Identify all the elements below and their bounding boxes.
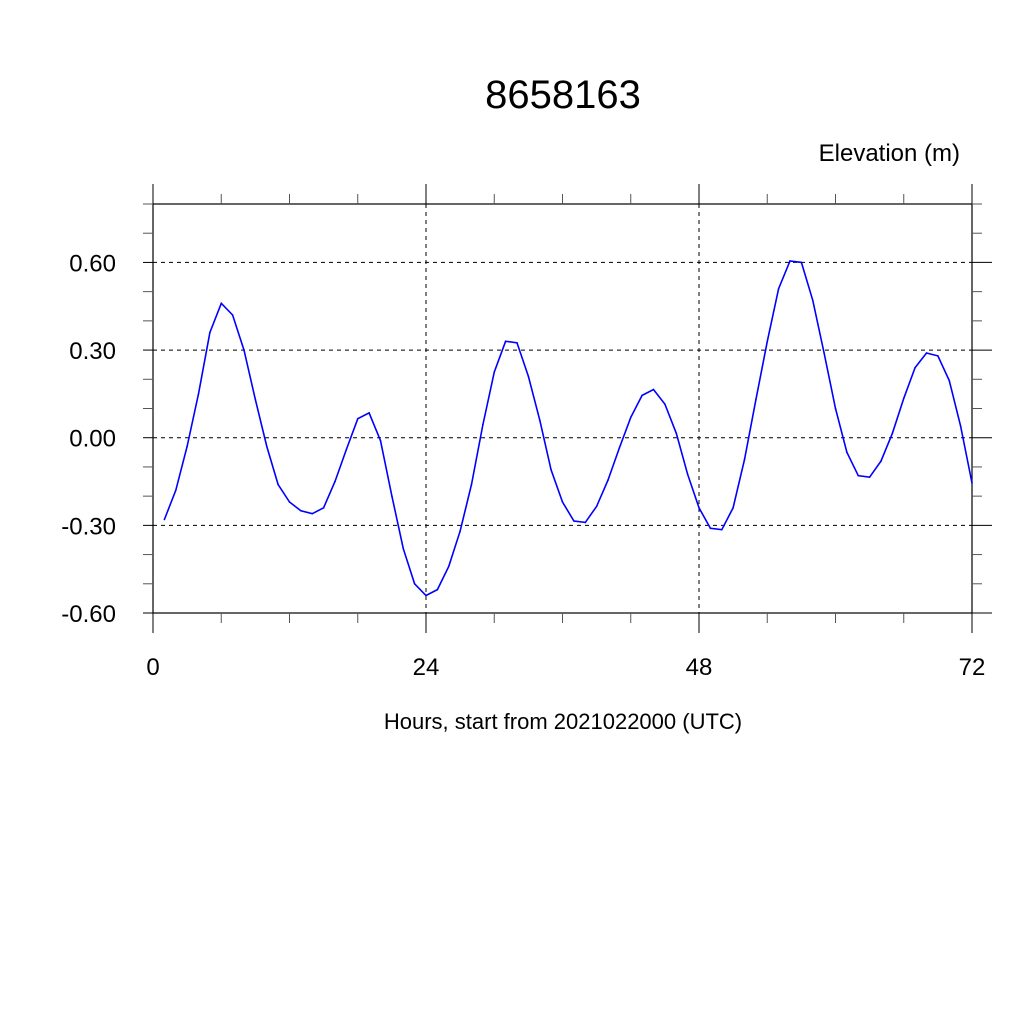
data-point <box>743 458 746 461</box>
data-point <box>595 505 598 508</box>
ticks <box>143 184 992 633</box>
data-point <box>550 469 552 471</box>
chart-title: 8658163 <box>485 73 641 117</box>
data-point <box>436 588 439 591</box>
data-point <box>880 460 882 462</box>
data-point <box>846 451 848 454</box>
data-point <box>379 439 382 442</box>
y-tick-label: 0.00 <box>69 426 116 453</box>
data-point <box>334 480 336 483</box>
data-point <box>265 445 268 448</box>
data-point <box>902 397 905 400</box>
data-point <box>584 521 587 524</box>
data-point <box>652 388 655 391</box>
data-point <box>698 507 700 509</box>
data-point <box>482 423 484 426</box>
chart-subtitle: Elevation (m) <box>819 140 960 167</box>
data-point <box>254 398 257 401</box>
y-tick-label: -0.30 <box>61 513 116 540</box>
data-point <box>857 474 860 477</box>
data-point <box>527 375 530 378</box>
y-tick-label: 0.30 <box>69 338 116 365</box>
data-point <box>311 512 314 515</box>
data-point <box>971 482 973 484</box>
x-tick-label: 72 <box>959 654 986 681</box>
data-point <box>493 371 496 373</box>
data-point <box>925 352 928 354</box>
data-point <box>277 483 279 486</box>
x-tick-label: 0 <box>146 654 159 681</box>
data-point <box>709 527 712 530</box>
data-point <box>300 509 302 512</box>
y-tick-label: 0.60 <box>69 250 116 277</box>
data-point <box>641 394 643 397</box>
data-point <box>470 483 473 486</box>
x-axis-label: Hours, start from 2021022000 (UTC) <box>384 709 742 734</box>
data-point <box>402 547 405 550</box>
tick-labels: 0 24 48 72 0.60 0.30 0.00 -0.30 -0.60 <box>61 250 985 681</box>
data-point <box>789 260 791 262</box>
data-point <box>425 594 427 597</box>
data-point <box>834 407 837 410</box>
data-point <box>959 425 962 427</box>
data-point <box>800 261 803 264</box>
data-point <box>391 495 393 497</box>
data-point <box>720 528 723 531</box>
data-point <box>561 501 564 503</box>
data-point <box>345 448 348 451</box>
data-point <box>243 349 245 351</box>
data-point <box>368 412 370 414</box>
data-point <box>322 507 325 509</box>
data-point <box>629 416 632 419</box>
data-point <box>504 340 507 343</box>
data-point <box>618 447 621 449</box>
data-point <box>174 489 177 492</box>
data-point <box>447 565 450 568</box>
data-point <box>209 331 211 334</box>
data-point <box>686 473 689 476</box>
data-point <box>231 314 234 316</box>
data-point <box>459 530 461 532</box>
grid <box>153 204 972 614</box>
data-point <box>937 355 939 357</box>
data-point <box>868 476 871 478</box>
data-point <box>186 445 188 448</box>
data-point <box>914 366 916 369</box>
data-point <box>197 393 200 395</box>
plot-frame <box>152 203 973 614</box>
data-point <box>732 507 734 509</box>
data-point <box>220 302 223 305</box>
y-tick-label: -0.60 <box>61 601 116 628</box>
data-point <box>413 582 416 585</box>
data-point <box>675 432 678 435</box>
data-point <box>766 340 769 343</box>
data-point <box>573 520 575 522</box>
data-point <box>538 419 541 421</box>
data-point <box>516 341 518 344</box>
x-tick-label: 24 <box>413 654 440 681</box>
data-point <box>755 398 757 401</box>
data-point <box>664 403 666 405</box>
elevation-line <box>163 260 973 597</box>
data-point <box>356 417 359 420</box>
series <box>163 260 973 597</box>
data-point <box>288 501 291 503</box>
data-point <box>163 518 166 521</box>
data-point <box>891 432 894 435</box>
data-point <box>607 479 609 481</box>
plot-border <box>152 203 973 614</box>
data-point <box>811 299 814 302</box>
data-point <box>823 352 825 354</box>
data-point <box>948 379 951 382</box>
data-point <box>777 287 780 290</box>
x-tick-label: 48 <box>686 654 713 681</box>
